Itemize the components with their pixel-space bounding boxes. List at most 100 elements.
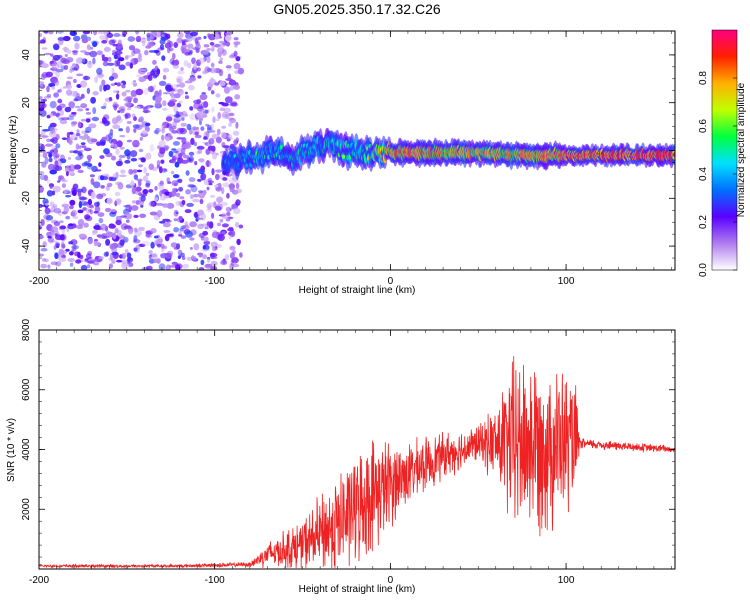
noise-blob [112, 173, 117, 178]
noise-blob [95, 223, 100, 227]
noise-blob [136, 74, 141, 78]
noise-blob [76, 93, 80, 97]
noise-blob [166, 123, 173, 129]
noise-blob [90, 96, 96, 104]
noise-blob [193, 243, 200, 251]
noise-blob [218, 69, 224, 77]
noise-blob [93, 262, 100, 266]
noise-blob [193, 193, 199, 198]
noise-blob [189, 113, 197, 121]
noise-blob [114, 228, 119, 234]
noise-blob [211, 168, 215, 176]
noise-blob [40, 219, 45, 226]
noise-blob [101, 233, 108, 240]
noise-blob [196, 111, 204, 119]
noise-blob [179, 82, 186, 88]
noise-blob [229, 263, 234, 270]
noise-blob [143, 189, 149, 195]
noise-blob [218, 40, 225, 44]
noise-blob [99, 84, 103, 92]
noise-blob [78, 233, 87, 238]
noise-blob [218, 101, 225, 105]
noise-blob [226, 192, 230, 199]
noise-blob [104, 207, 112, 213]
noise-blob [119, 134, 126, 138]
noise-blob [143, 106, 149, 114]
noise-blob [39, 134, 42, 138]
noise-blob [81, 57, 86, 63]
noise-blob [223, 86, 231, 94]
noise-blob [115, 171, 119, 179]
noise-blob [176, 102, 182, 108]
noise-blob [214, 82, 220, 86]
noise-blob [105, 185, 110, 191]
noise-blob [58, 257, 67, 263]
noise-blob [214, 184, 219, 188]
noise-blob [69, 205, 74, 210]
noise-blob [196, 106, 205, 112]
noise-blob [233, 138, 237, 146]
noise-blob [130, 90, 137, 97]
noise-blob [186, 202, 195, 207]
noise-blob [108, 176, 113, 181]
noise-blob [39, 60, 43, 66]
noise-blob [152, 84, 156, 89]
noise-blob [133, 58, 139, 64]
noise-blob [220, 259, 228, 266]
noise-blob [39, 81, 45, 85]
noise-blob [235, 182, 240, 190]
noise-blob [41, 161, 47, 168]
colorbar-tick-label: 0.6 [698, 119, 709, 133]
noise-blob [210, 62, 215, 68]
noise-blob [225, 137, 234, 140]
noise-blob [95, 241, 101, 246]
noise-blob [162, 92, 171, 95]
noise-blob [41, 103, 47, 109]
noise-blob [178, 153, 183, 158]
noise-blob [204, 263, 213, 269]
noise-blob [113, 90, 117, 94]
noise-blob [169, 92, 175, 97]
noise-blob [216, 222, 222, 227]
noise-blob [64, 106, 72, 113]
noise-blob [71, 189, 77, 196]
noise-blob [111, 251, 119, 256]
snr-x-ticks: -200 -100 0 100 [29, 330, 672, 586]
noise-blob [142, 240, 151, 246]
noise-blob [172, 52, 176, 60]
noise-blob [85, 118, 91, 123]
noise-blob [225, 34, 232, 42]
noise-blob [231, 257, 239, 264]
noise-blob [156, 160, 161, 167]
noise-blob [125, 226, 133, 230]
noise-blob [219, 80, 226, 87]
noise-blob [202, 230, 209, 236]
noise-blob [92, 41, 98, 48]
y-tick-label: 2000 [21, 498, 32, 521]
noise-blob [141, 40, 146, 47]
noise-blob [117, 39, 122, 45]
noise-blob [95, 169, 102, 172]
noise-blob [97, 31, 106, 35]
noise-blob [79, 80, 88, 88]
noise-blob [83, 222, 89, 228]
noise-blob [54, 252, 59, 259]
noise-blob [50, 205, 56, 213]
noise-blob [159, 147, 166, 155]
chart-title: GN05.2025.350.17.32.C26 [273, 1, 441, 17]
noise-blob [44, 31, 49, 35]
noise-blob [101, 116, 107, 124]
noise-blob [119, 108, 125, 114]
noise-blob [217, 112, 221, 120]
noise-blob [108, 224, 116, 229]
noise-blob [50, 226, 59, 233]
y-tick-label: 0 [21, 147, 32, 153]
noise-blob [177, 70, 185, 75]
noise-blob [165, 116, 173, 122]
noise-blob [202, 49, 210, 55]
noise-blob [69, 199, 76, 206]
noise-blob [114, 200, 118, 207]
noise-blob [155, 128, 162, 133]
noise-blob [162, 67, 170, 73]
noise-blob [54, 160, 59, 167]
